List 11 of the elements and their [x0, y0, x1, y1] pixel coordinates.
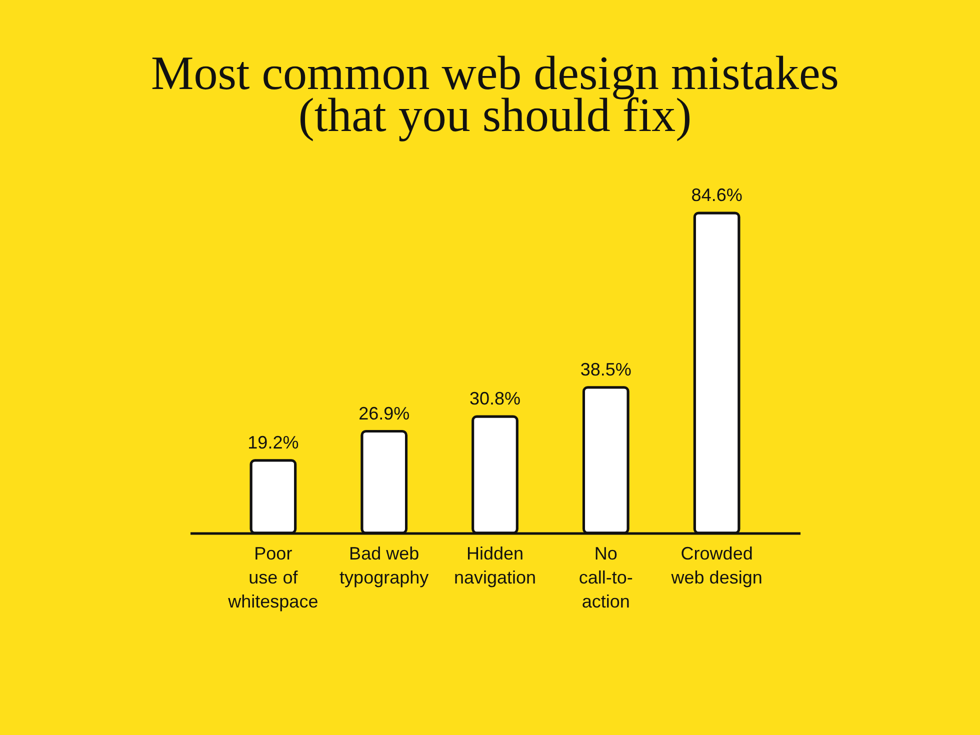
- data-label: 38.5%: [580, 359, 632, 380]
- data-label: 84.6%: [691, 185, 742, 205]
- x-tick-label: Poor use of whitespace: [227, 544, 318, 612]
- data-label: 30.8%: [469, 388, 521, 408]
- data-label: 19.2%: [248, 432, 299, 452]
- data-label: 26.9%: [358, 403, 410, 424]
- x-tick-label: Bad web typography: [340, 544, 429, 588]
- x-tick-label: Crowded web design: [670, 544, 762, 588]
- x-tick-label: Hidden navigation: [454, 544, 536, 588]
- chart-title: Most common web design mistakes (that you should fix): [151, 47, 839, 142]
- x-tick-label: No call-to- action: [578, 544, 633, 612]
